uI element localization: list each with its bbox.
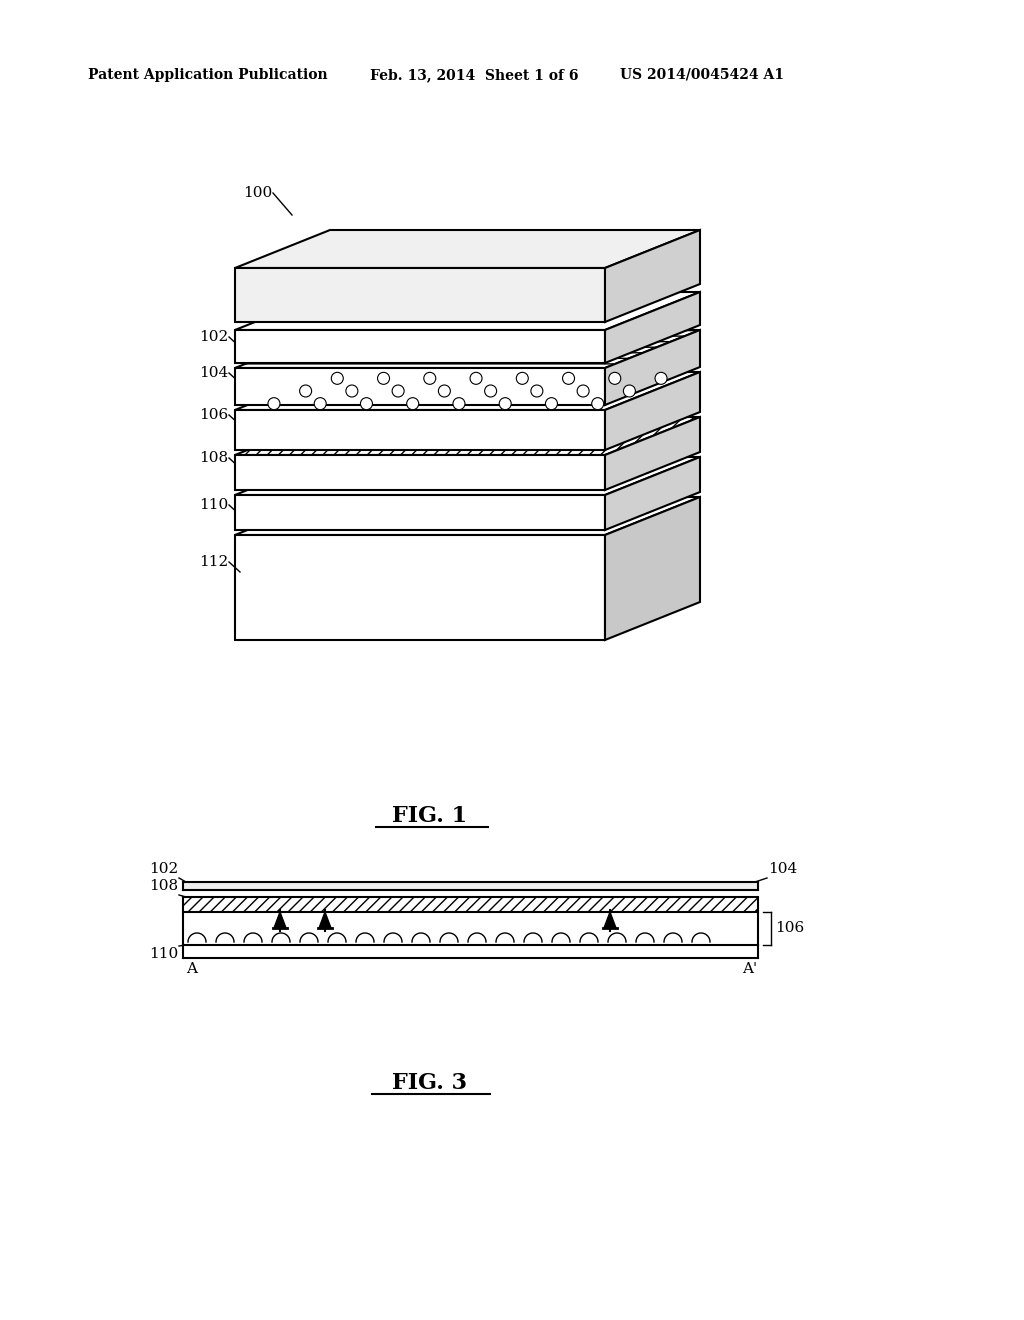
Polygon shape (636, 933, 654, 942)
Polygon shape (274, 912, 286, 928)
Polygon shape (692, 933, 710, 942)
Polygon shape (272, 933, 290, 942)
Polygon shape (234, 372, 700, 411)
Polygon shape (234, 292, 700, 330)
Circle shape (268, 397, 280, 409)
Circle shape (609, 372, 621, 384)
Circle shape (424, 372, 436, 384)
Polygon shape (234, 411, 605, 450)
Polygon shape (605, 230, 700, 322)
Polygon shape (664, 933, 682, 942)
Polygon shape (608, 933, 626, 942)
Polygon shape (605, 292, 700, 363)
Polygon shape (580, 933, 598, 942)
Polygon shape (234, 268, 605, 322)
Text: 106: 106 (775, 921, 804, 936)
Polygon shape (234, 368, 605, 405)
Text: 108: 108 (199, 451, 228, 465)
Text: 110: 110 (148, 946, 178, 961)
Text: 100: 100 (243, 186, 272, 201)
Polygon shape (234, 230, 700, 268)
Circle shape (453, 397, 465, 409)
Polygon shape (234, 455, 605, 490)
Text: 104: 104 (768, 862, 798, 876)
Text: 102: 102 (199, 330, 228, 345)
Circle shape (392, 385, 404, 397)
Circle shape (438, 385, 451, 397)
Circle shape (624, 385, 635, 397)
Polygon shape (604, 912, 616, 928)
Polygon shape (384, 933, 402, 942)
Text: FIG. 3: FIG. 3 (392, 1072, 468, 1094)
Polygon shape (234, 330, 700, 368)
Polygon shape (319, 912, 331, 928)
Text: FIG. 1: FIG. 1 (392, 805, 468, 828)
Polygon shape (552, 933, 570, 942)
Circle shape (516, 372, 528, 384)
Polygon shape (356, 933, 374, 942)
Polygon shape (496, 933, 514, 942)
Polygon shape (234, 495, 605, 531)
Polygon shape (605, 417, 700, 490)
Circle shape (578, 385, 589, 397)
Circle shape (655, 372, 667, 384)
Polygon shape (412, 933, 430, 942)
Circle shape (314, 397, 327, 409)
Polygon shape (188, 933, 206, 942)
Bar (183, 898, 758, 912)
Polygon shape (234, 417, 700, 455)
Polygon shape (234, 457, 700, 495)
Polygon shape (605, 372, 700, 450)
Polygon shape (468, 933, 486, 942)
Polygon shape (234, 498, 700, 535)
Polygon shape (524, 933, 542, 942)
Polygon shape (328, 933, 346, 942)
Circle shape (407, 397, 419, 409)
Circle shape (300, 385, 311, 397)
Polygon shape (300, 933, 318, 942)
Circle shape (346, 385, 357, 397)
Text: 106: 106 (199, 408, 228, 422)
Circle shape (470, 372, 482, 384)
Text: 112: 112 (199, 554, 228, 569)
Circle shape (592, 397, 604, 409)
Circle shape (332, 372, 343, 384)
Text: Feb. 13, 2014  Sheet 1 of 6: Feb. 13, 2014 Sheet 1 of 6 (370, 69, 579, 82)
Text: Patent Application Publication: Patent Application Publication (88, 69, 328, 82)
Text: 108: 108 (148, 879, 178, 894)
Circle shape (530, 385, 543, 397)
Polygon shape (216, 933, 234, 942)
Text: 110: 110 (199, 498, 228, 512)
Polygon shape (244, 933, 262, 942)
Text: A: A (186, 962, 197, 975)
Polygon shape (234, 535, 605, 640)
Text: A': A' (741, 962, 757, 975)
Text: 102: 102 (148, 862, 178, 876)
Polygon shape (440, 933, 458, 942)
Circle shape (546, 397, 557, 409)
Polygon shape (605, 498, 700, 640)
Polygon shape (605, 457, 700, 531)
Text: US 2014/0045424 A1: US 2014/0045424 A1 (620, 69, 784, 82)
Circle shape (500, 397, 511, 409)
Circle shape (484, 385, 497, 397)
Polygon shape (234, 330, 605, 363)
Circle shape (360, 397, 373, 409)
Circle shape (562, 372, 574, 384)
Text: 104: 104 (199, 366, 228, 380)
Polygon shape (605, 330, 700, 405)
Circle shape (378, 372, 389, 384)
